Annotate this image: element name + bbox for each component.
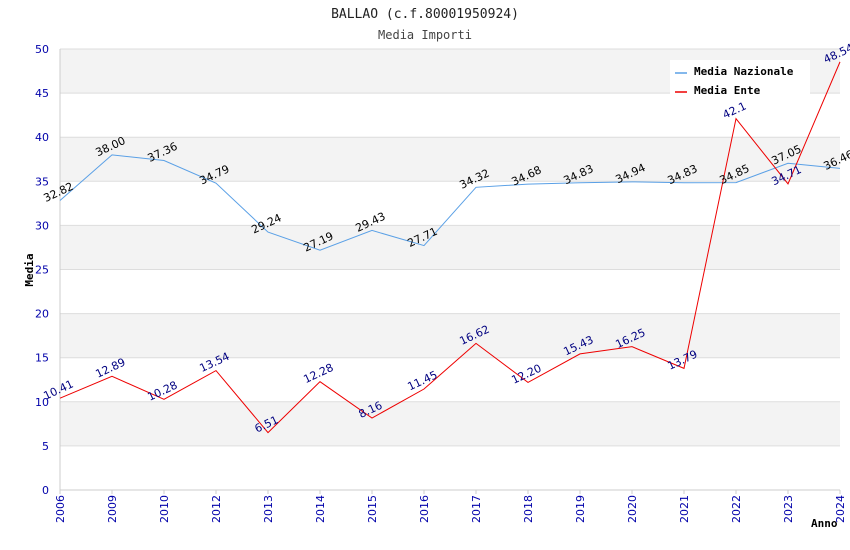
y-tick-label: 35 <box>35 175 49 188</box>
y-tick-label: 30 <box>35 219 49 232</box>
y-tick-label: 25 <box>35 264 49 277</box>
x-tick-label: 2009 <box>106 495 119 523</box>
y-tick-labels: 0 5 10 15 20 25 30 35 40 45 50 <box>35 43 49 497</box>
x-axis-label: Anno <box>811 517 838 530</box>
data-label: 42.1 <box>721 99 749 121</box>
x-tick-labels: 2006 2009 2010 2012 2013 2014 2015 2016 2017 2018… <box>54 490 847 523</box>
x-tick-label: 2019 <box>574 495 587 523</box>
y-tick-label: 40 <box>35 131 49 144</box>
x-tick-label: 2017 <box>470 495 483 523</box>
series-line-media-ente <box>59 61 841 434</box>
data-label: 12.28 <box>301 361 335 386</box>
x-tick-label: 2021 <box>678 495 691 523</box>
x-tick-label: 2022 <box>730 495 743 523</box>
series-line-media-nazionale <box>59 154 841 251</box>
grid-bands <box>60 49 840 446</box>
grid-band <box>60 401 840 446</box>
chart-title: BALLAO (c.f.80001950924) <box>331 7 519 22</box>
y-tick-label: 15 <box>35 352 49 365</box>
y-tick-label: 20 <box>35 308 49 321</box>
y-tick-label: 50 <box>35 43 49 56</box>
grid-band <box>60 313 840 358</box>
legend-box <box>670 60 810 98</box>
data-label: 12.20 <box>509 362 543 387</box>
x-tick-label: 2014 <box>314 495 327 523</box>
x-tick-label: 2024 <box>834 495 847 523</box>
gridlines <box>60 48 840 491</box>
y-tick-label: 5 <box>42 440 49 453</box>
grid-band <box>60 137 840 182</box>
data-label: 10.41 <box>41 377 75 402</box>
x-tick-label: 2013 <box>262 495 275 523</box>
legend-label-media-nazionale: Media Nazionale <box>694 65 794 78</box>
data-label: 10.28 <box>145 379 179 404</box>
x-tick-label: 2018 <box>522 495 535 523</box>
x-tick-label: 2016 <box>418 495 431 523</box>
y-tick-label: 0 <box>42 484 49 497</box>
x-tick-label: 2012 <box>210 495 223 523</box>
x-tick-label: 2020 <box>626 495 639 523</box>
grid-band <box>60 225 840 270</box>
x-tick-label: 2010 <box>158 495 171 523</box>
y-axis-label: Media <box>23 253 36 286</box>
y-tick-label: 45 <box>35 87 49 100</box>
y-tick-label: 10 <box>35 396 49 409</box>
legend: Media Nazionale Media Ente <box>670 60 810 98</box>
x-tick-label: 2006 <box>54 495 67 523</box>
x-tick-label: 2023 <box>782 495 795 523</box>
legend-label-media-ente: Media Ente <box>694 84 761 97</box>
series-lines <box>59 61 841 434</box>
x-tick-label: 2015 <box>366 495 379 523</box>
chart-subtitle: Media Importi <box>378 28 472 42</box>
